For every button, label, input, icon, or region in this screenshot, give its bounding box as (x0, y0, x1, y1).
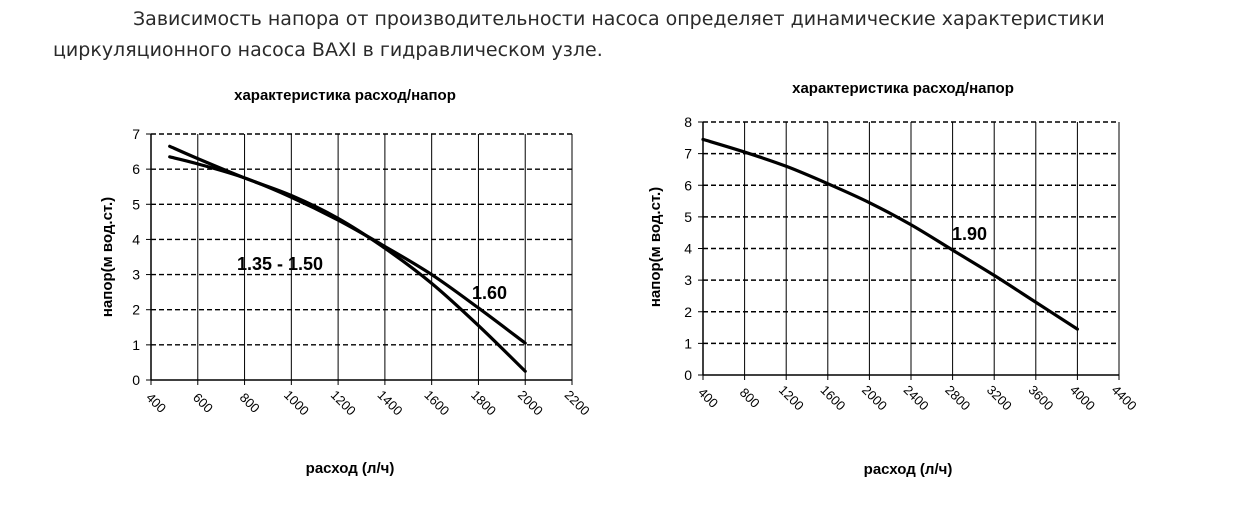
x-tick-label: 4400 (1109, 382, 1140, 413)
y-tick-label: 6 (684, 177, 692, 193)
y-tick-label: 8 (684, 114, 692, 130)
x-axis-label: расход (л/ч) (306, 460, 395, 477)
curve-annotation: 1.90 (952, 224, 987, 244)
intro-line-2: циркуляционного насоса BAXI в гидравличе… (53, 39, 603, 61)
y-tick-label: 2 (132, 302, 140, 318)
x-tick-label: 3200 (984, 382, 1015, 413)
y-tick-label: 4 (684, 241, 692, 257)
curve-annotation: 1.60 (472, 283, 507, 303)
x-axis-label: расход (л/ч) (864, 461, 953, 478)
intro-paragraph: Зависимость напора от производительности… (53, 4, 1191, 66)
x-tick-label: 2800 (942, 382, 973, 413)
y-tick-label: 1 (132, 337, 140, 353)
x-tick-label: 800 (737, 385, 763, 411)
x-tick-label: 1600 (817, 382, 848, 413)
y-tick-label: 5 (684, 209, 692, 225)
series-line-1 (168, 155, 527, 345)
series-line-0 (701, 137, 1079, 331)
y-tick-label: 6 (132, 161, 140, 177)
y-tick-label: 0 (684, 367, 692, 383)
y-tick-label: 3 (132, 267, 140, 283)
y-tick-label: 7 (132, 126, 140, 142)
x-tick-label: 400 (695, 385, 721, 411)
y-tick-label: 4 (132, 231, 140, 247)
chart-title: характеристика расход/напор (234, 87, 456, 104)
x-tick-label: 2400 (901, 382, 932, 413)
x-tick-label: 2000 (859, 382, 890, 413)
curve-annotation: 1.35 - 1.50 (237, 254, 323, 274)
y-tick-label: 3 (684, 272, 692, 288)
y-axis-label: напор(м вод.ст.) (99, 197, 116, 317)
x-tick-label: 3600 (1025, 382, 1056, 413)
y-tick-label: 0 (132, 372, 140, 388)
x-tick-label: 1200 (776, 382, 807, 413)
y-tick-label: 7 (684, 146, 692, 162)
y-axis-label: напор(м вод.ст.) (647, 187, 664, 307)
intro-line-1: Зависимость напора от производительности… (133, 8, 1105, 30)
chart-title: характеристика расход/напор (792, 80, 1014, 97)
y-tick-label: 2 (684, 304, 692, 320)
x-tick-label: 4000 (1067, 382, 1098, 413)
y-tick-label: 1 (684, 335, 692, 351)
y-tick-label: 5 (132, 196, 140, 212)
